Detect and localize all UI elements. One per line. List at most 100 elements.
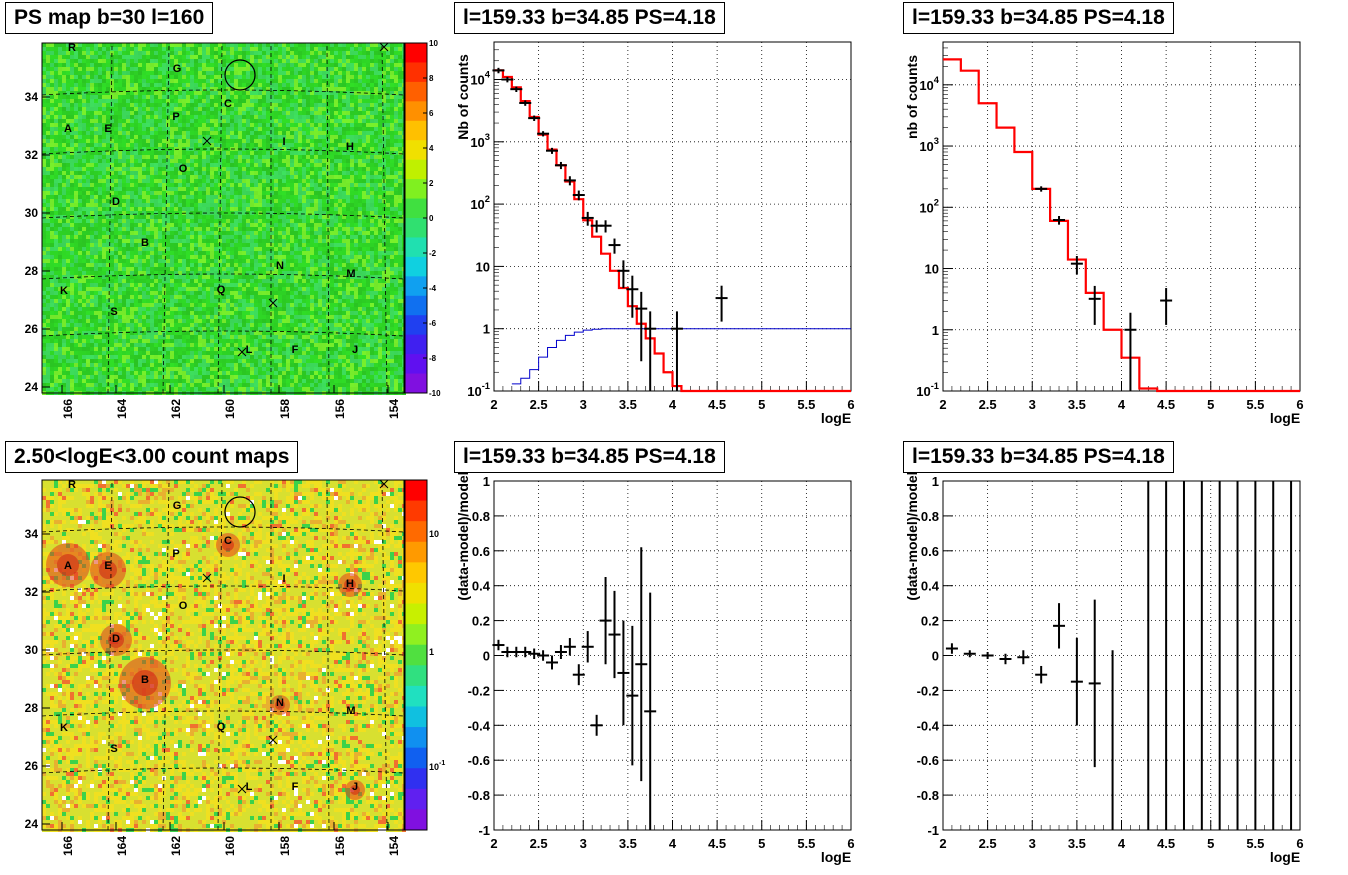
x-tick-label-4: 4 <box>669 836 677 851</box>
x-tick-label-160: 160 <box>223 399 237 419</box>
x-tick-label-1: 2.5 <box>530 397 548 412</box>
x-tick-label-0: 2 <box>490 397 497 412</box>
data-point-3 <box>519 100 532 106</box>
data-point-2 <box>1070 256 1083 275</box>
data-point-14 <box>617 620 630 726</box>
source-label-D: D <box>112 196 120 208</box>
x-tick-label-0: 2 <box>939 836 946 851</box>
chart-panel-3 <box>942 480 1301 831</box>
y-tick-label-0: 1 <box>483 474 490 489</box>
x-tick-label-3: 3.5 <box>619 836 637 851</box>
y-axis-label: nb of counts <box>904 55 920 139</box>
source-label-E: E <box>104 123 111 135</box>
source-label-L: L <box>246 781 253 793</box>
cross-marker-2 <box>237 784 247 794</box>
y-tick-label-28: 28 <box>25 264 39 278</box>
plot-frame <box>942 41 1301 392</box>
x-tick-label-154: 154 <box>387 836 401 856</box>
data-point-8 <box>563 638 576 656</box>
y-tick-label-5: 104 <box>919 75 939 93</box>
plot-frame <box>493 41 852 392</box>
data-point-8 <box>563 176 576 186</box>
y-tick-label-3: 0.4 <box>472 579 491 594</box>
data-point-17 <box>644 311 657 391</box>
selected-source-circle <box>224 59 256 91</box>
y-tick-label-6: -0.2 <box>468 683 490 698</box>
y-axis-label: (data-model)/model <box>904 471 920 600</box>
source-label-L: L <box>246 344 253 356</box>
y-tick-label-3: 102 <box>919 197 939 215</box>
x-tick-label-8: 6 <box>1296 397 1303 412</box>
x-tick-label-5: 4.5 <box>708 397 726 412</box>
data-point-3 <box>519 646 532 658</box>
spectrum-b-title: l=159.33 b=34.85 PS=4.18 <box>903 2 1174 34</box>
source-label-N: N <box>276 260 284 272</box>
y-tick-label-7: -0.4 <box>917 718 940 733</box>
graticule-lon-0 <box>107 482 113 831</box>
x-tick-label-8: 6 <box>847 836 854 851</box>
source-label-P: P <box>172 548 179 560</box>
plot-frame <box>493 480 852 831</box>
data-point-7 <box>554 161 567 170</box>
data-point-3 <box>1088 285 1101 325</box>
ps-colorbar-label-0: 10 <box>429 39 438 48</box>
ps-colorbar-label-5: 0 <box>429 214 434 223</box>
source-label-M: M <box>346 705 355 717</box>
data-point-5 <box>537 650 550 661</box>
y-tick-label-0: 10-1 <box>467 381 490 399</box>
source-label-R: R <box>68 479 76 491</box>
data-point-16 <box>635 291 648 362</box>
data-point-16 <box>635 547 648 782</box>
source-label-G: G <box>173 63 182 75</box>
data-point-7 <box>554 645 567 659</box>
x-tick-label-2: 3 <box>1029 397 1036 412</box>
x-tick-label-162: 162 <box>169 399 183 419</box>
source-label-D: D <box>112 633 120 645</box>
x-tick-label-2: 3 <box>580 836 587 851</box>
y-tick-label-5: 104 <box>470 70 490 88</box>
data-point-6 <box>1053 603 1066 649</box>
data-point-15 <box>626 275 639 318</box>
data-point-7 <box>1070 638 1083 726</box>
y-tick-label-2: 0.6 <box>472 544 490 559</box>
ps-map <box>41 42 428 395</box>
count-map-title: 2.50<logE<3.00 count maps <box>5 441 299 473</box>
graticule-lon-4 <box>326 45 330 394</box>
x-tick-label-160: 160 <box>223 836 237 856</box>
y-tick-label-3: 0.4 <box>921 579 940 594</box>
count-map <box>41 479 428 832</box>
cross-marker-3 <box>379 42 389 52</box>
selected-source-circle <box>224 496 256 528</box>
colorbar-frame <box>404 42 428 394</box>
data-point-5 <box>537 131 550 137</box>
data-point-1 <box>501 76 514 83</box>
data-point-0 <box>492 67 505 74</box>
data-point-0 <box>945 643 958 654</box>
x-tick-label-164: 164 <box>115 836 129 856</box>
source-label-H: H <box>346 578 354 590</box>
graticule-lon-1 <box>162 482 170 831</box>
x-tick-label-158: 158 <box>278 836 292 856</box>
y-tick-label-4: 0.2 <box>921 614 939 629</box>
x-tick-label-154: 154 <box>387 399 401 419</box>
y-tick-label-1: 1 <box>483 322 490 337</box>
data-point-1 <box>1053 216 1066 225</box>
y-tick-label-28: 28 <box>25 701 39 715</box>
data-point-18 <box>670 311 683 391</box>
source-label-B: B <box>141 237 149 249</box>
y-tick-label-2: 10 <box>925 262 939 277</box>
cross-marker-3 <box>379 479 389 489</box>
x-tick-label-156: 156 <box>333 399 347 419</box>
x-tick-label-6: 5 <box>1207 397 1214 412</box>
y-tick-label-2: 0.6 <box>921 544 939 559</box>
source-label-K: K <box>60 722 68 734</box>
graticule-lon-2 <box>217 45 223 394</box>
y-tick-label-1: 0.8 <box>921 509 939 524</box>
data-point-12 <box>599 576 612 665</box>
source-label-S: S <box>110 743 117 755</box>
count-colorbar-label-0: 10 <box>429 529 439 539</box>
data-point-10 <box>581 631 594 663</box>
data-point-15 <box>626 625 639 766</box>
residual-b-title: l=159.33 b=34.85 PS=4.18 <box>903 441 1174 473</box>
source-label-H: H <box>346 141 354 153</box>
